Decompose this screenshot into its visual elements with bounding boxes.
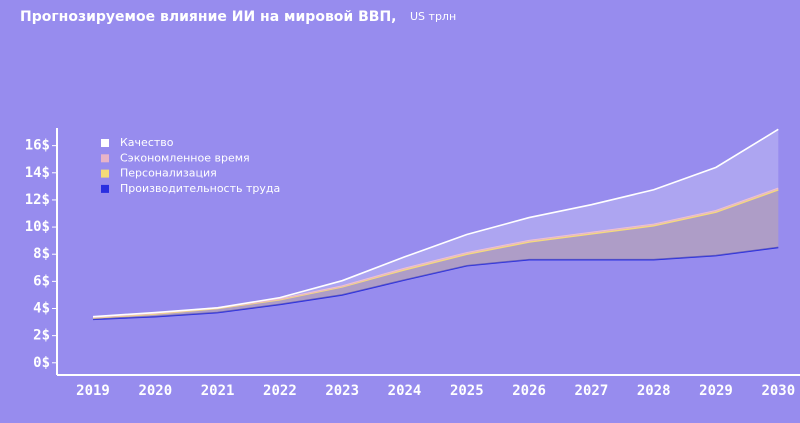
legend-swatch xyxy=(101,169,109,178)
y-tick-label: 16$ xyxy=(25,138,50,154)
legend-label: Персонализация xyxy=(120,167,217,180)
line xyxy=(92,128,779,318)
area xyxy=(93,129,779,318)
x-tick-label: 2029 xyxy=(699,383,733,399)
x-tick-label: 2025 xyxy=(450,383,484,399)
line xyxy=(92,246,779,321)
x-tick-label: 2030 xyxy=(761,383,795,399)
y-tick-label: 14$ xyxy=(25,165,50,181)
legend-swatch xyxy=(101,154,109,163)
y-tick-label: 8$ xyxy=(33,246,50,262)
x-tick-label: 2028 xyxy=(637,383,671,399)
x-tick-label: 2027 xyxy=(575,383,609,399)
y-tick-label: 0$ xyxy=(33,355,50,371)
x-tick-label: 2021 xyxy=(201,383,235,399)
area xyxy=(93,189,779,320)
y-tick-label: 6$ xyxy=(33,273,50,289)
x-tick-label: 2020 xyxy=(138,383,172,399)
x-tick-label: 2024 xyxy=(388,383,422,399)
y-tick-label: 10$ xyxy=(25,219,50,235)
chart-title: Прогнозируемое влияние ИИ на мировой ВВП… xyxy=(20,9,396,25)
y-tick-label: 12$ xyxy=(25,192,50,208)
x-tick-label: 2026 xyxy=(512,383,546,399)
x-tick-label: 2019 xyxy=(76,383,110,399)
legend-label: Качество xyxy=(120,136,174,149)
legend-label: Производительность труда xyxy=(120,182,280,195)
chart-subtitle: US трлн xyxy=(410,10,456,23)
x-tick-label: 2022 xyxy=(263,383,297,399)
legend-swatch xyxy=(101,139,109,147)
legend-swatch xyxy=(101,184,109,193)
y-tick-label: 2$ xyxy=(33,328,50,344)
x-tick-label: 2023 xyxy=(325,383,359,399)
y-tick-label: 4$ xyxy=(33,301,50,317)
legend-label: Сэкономленное время xyxy=(120,151,250,164)
